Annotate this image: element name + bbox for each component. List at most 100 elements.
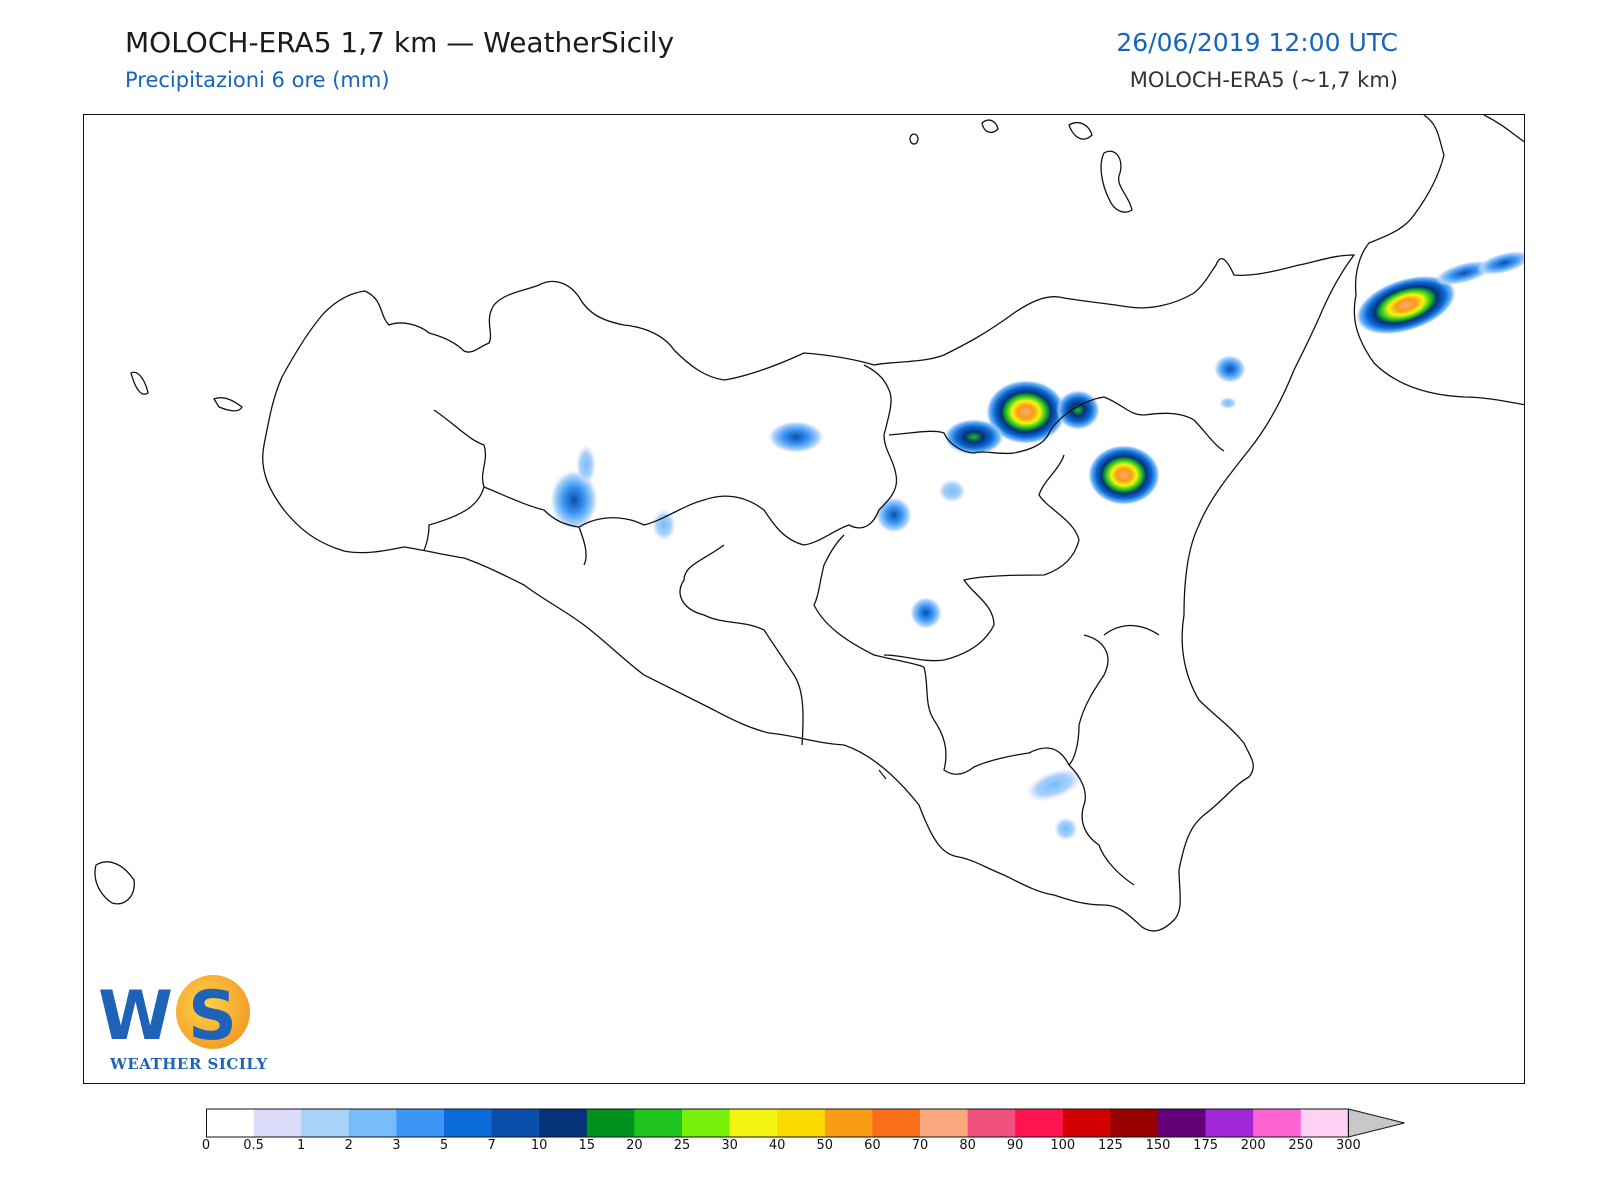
province-boundary <box>883 454 1080 662</box>
province-boundary <box>578 364 898 546</box>
colorbar-tick-label: 90 <box>1006 1138 1024 1153</box>
province-boundary <box>923 666 1070 775</box>
colorbar-segment <box>920 1109 969 1137</box>
map-title: MOLOCH-ERA5 1,7 km — WeatherSicily <box>125 26 675 59</box>
logo-letter-s: S <box>188 977 237 1056</box>
colorbar-tick-label: 50 <box>816 1138 834 1153</box>
province-boundary <box>1103 624 1160 636</box>
colorbar-tick-label: 7 <box>487 1138 496 1153</box>
colorbar-segment <box>1110 1109 1159 1137</box>
colorbar-tick-label: 0.5 <box>243 1138 264 1153</box>
calabria-coast <box>1353 115 1524 406</box>
province-boundary <box>1068 764 1135 886</box>
rain-cell <box>938 479 966 503</box>
island <box>1100 150 1133 213</box>
map-canvas <box>94 115 1524 932</box>
colorbar-tick-label: 250 <box>1288 1138 1314 1153</box>
colorbar-segment <box>1158 1109 1207 1137</box>
colorbar-segment <box>253 1109 302 1137</box>
province-boundary <box>483 486 587 566</box>
rain-cell <box>1214 355 1246 383</box>
colorbar-tick-label: 80 <box>959 1138 976 1153</box>
colorbar-segment <box>586 1109 635 1137</box>
colorbar <box>206 1108 1405 1138</box>
colorbar-segment <box>1062 1109 1111 1137</box>
colorbar-segment <box>967 1109 1016 1137</box>
island <box>130 371 149 395</box>
province-boundary <box>888 396 1225 455</box>
rain-cell <box>768 421 824 453</box>
islands <box>94 119 1133 905</box>
colorbar-tick-label: 3 <box>392 1138 401 1153</box>
colorbar-segment <box>682 1109 731 1137</box>
colorbar-segment <box>1253 1109 1302 1137</box>
province-boundary <box>1068 634 1109 766</box>
colorbar-segment <box>777 1109 826 1137</box>
sicily-coast <box>262 254 1356 932</box>
colorbar-tick-label: 25 <box>673 1138 691 1153</box>
colorbar-segment <box>491 1109 540 1137</box>
logo-letter-w: W <box>98 977 173 1056</box>
weathersicily-logo: W S WEATHER SICILY <box>96 975 267 1077</box>
rain-cell <box>1025 768 1083 802</box>
colorbar-tick-label: 2 <box>344 1138 353 1153</box>
precipitation-field <box>550 250 1524 841</box>
rain-cell <box>1088 445 1160 505</box>
colorbar-segment <box>348 1109 397 1137</box>
colorbar-segment <box>634 1109 683 1137</box>
rain-cell <box>1056 390 1100 430</box>
island <box>94 861 135 905</box>
colorbar-tick-label: 10 <box>530 1138 548 1153</box>
colorbar-tick-label: 150 <box>1145 1138 1171 1153</box>
island <box>1068 121 1093 140</box>
colorbar-segment <box>206 1109 255 1137</box>
colorbar-tick-label: 20 <box>626 1138 643 1153</box>
colorbar-segment <box>1015 1109 1064 1137</box>
colorbar-extend-arrow <box>1347 1108 1405 1138</box>
province-boundary <box>423 409 487 551</box>
colorbar-tick-label: 40 <box>768 1138 786 1153</box>
colorbar-border <box>206 1108 1349 1138</box>
boundary-detail <box>878 769 887 780</box>
colorbar-tick-label: 1 <box>297 1138 306 1153</box>
rain-cell <box>1476 250 1524 276</box>
colorbar-segment <box>539 1109 588 1137</box>
island <box>213 397 243 412</box>
colorbar-labels: 0 0.5 1 2 3 5 7 10 15 20 25 30 40 50 60 70 80 90 100 125 150… <box>0 1138 1600 1158</box>
colorbar-segment <box>729 1109 778 1137</box>
colorbar-tick-label: 30 <box>721 1138 738 1153</box>
logo-sun <box>176 975 250 1049</box>
colorbar-tick-label: 100 <box>1050 1138 1076 1153</box>
precipitation-map: W S WEATHER SICILY <box>83 114 1525 1084</box>
colorbar-tick-label: 60 <box>864 1138 881 1153</box>
rain-cell <box>910 597 942 629</box>
colorbar-segment <box>1300 1109 1349 1137</box>
island <box>981 119 999 134</box>
rain-cell <box>652 509 676 541</box>
colorbar-tick-label: 175 <box>1193 1138 1219 1153</box>
rain-cell <box>1054 817 1078 841</box>
rain-cell <box>1219 397 1237 409</box>
province-boundary <box>813 534 925 668</box>
colorbar-segment <box>824 1109 873 1137</box>
rain-cell <box>876 497 912 533</box>
rain-cell <box>986 380 1066 444</box>
colorbar-segment <box>872 1109 921 1137</box>
logo-text: WEATHER SICILY <box>110 1055 268 1073</box>
coastline <box>262 254 1356 932</box>
colorbar-tick-label: 125 <box>1097 1138 1123 1153</box>
colorbar-tick-label: 70 <box>911 1138 929 1153</box>
colorbar-tick-label: 200 <box>1240 1138 1266 1153</box>
rain-cell <box>576 445 596 485</box>
map-subtitle: Precipitazioni 6 ore (mm) <box>125 68 390 92</box>
colorbar-segment <box>301 1109 350 1137</box>
colorbar-segment <box>1205 1109 1254 1137</box>
rain-cell <box>1355 275 1457 335</box>
colorbar-segment <box>396 1109 445 1137</box>
colorbar-tick-label: 15 <box>578 1138 596 1153</box>
valid-datetime: 26/06/2019 12:00 UTC <box>1116 28 1398 57</box>
model-label: MOLOCH-ERA5 (~1,7 km) <box>1129 68 1398 92</box>
province-boundary <box>679 544 804 746</box>
island <box>909 133 919 145</box>
rain-cell <box>944 419 1004 455</box>
